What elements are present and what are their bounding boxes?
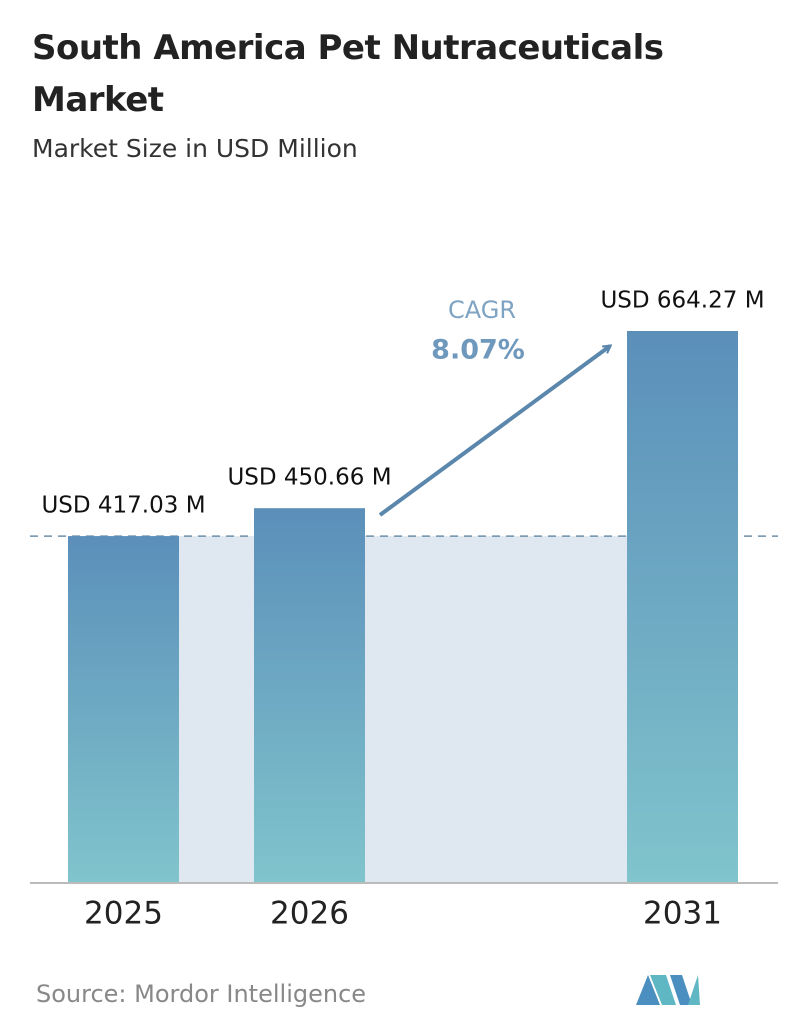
chart-title: South America Pet Nutraceuticals Market	[32, 28, 664, 120]
cagr-arrow	[378, 346, 610, 517]
value-label: USD 450.66 M	[227, 465, 391, 491]
x-tick-label: 2031	[643, 896, 722, 932]
bar	[254, 508, 365, 882]
cagr-label: CAGR	[448, 296, 516, 324]
background-band	[179, 536, 254, 882]
chart-subtitle: Market Size in USD Million	[32, 134, 358, 163]
logo	[636, 975, 700, 1005]
bar	[68, 536, 179, 882]
source: Source: Mordor Intelligence	[36, 980, 367, 1008]
cagr-value: 8.07%	[431, 335, 525, 366]
value-label: USD 417.03 M	[41, 493, 205, 519]
bar	[627, 331, 738, 882]
x-tick-label: 2025	[84, 896, 163, 932]
value-label: USD 664.27 M	[600, 288, 764, 314]
x-tick-label: 2026	[270, 896, 349, 932]
background-band	[365, 536, 627, 882]
